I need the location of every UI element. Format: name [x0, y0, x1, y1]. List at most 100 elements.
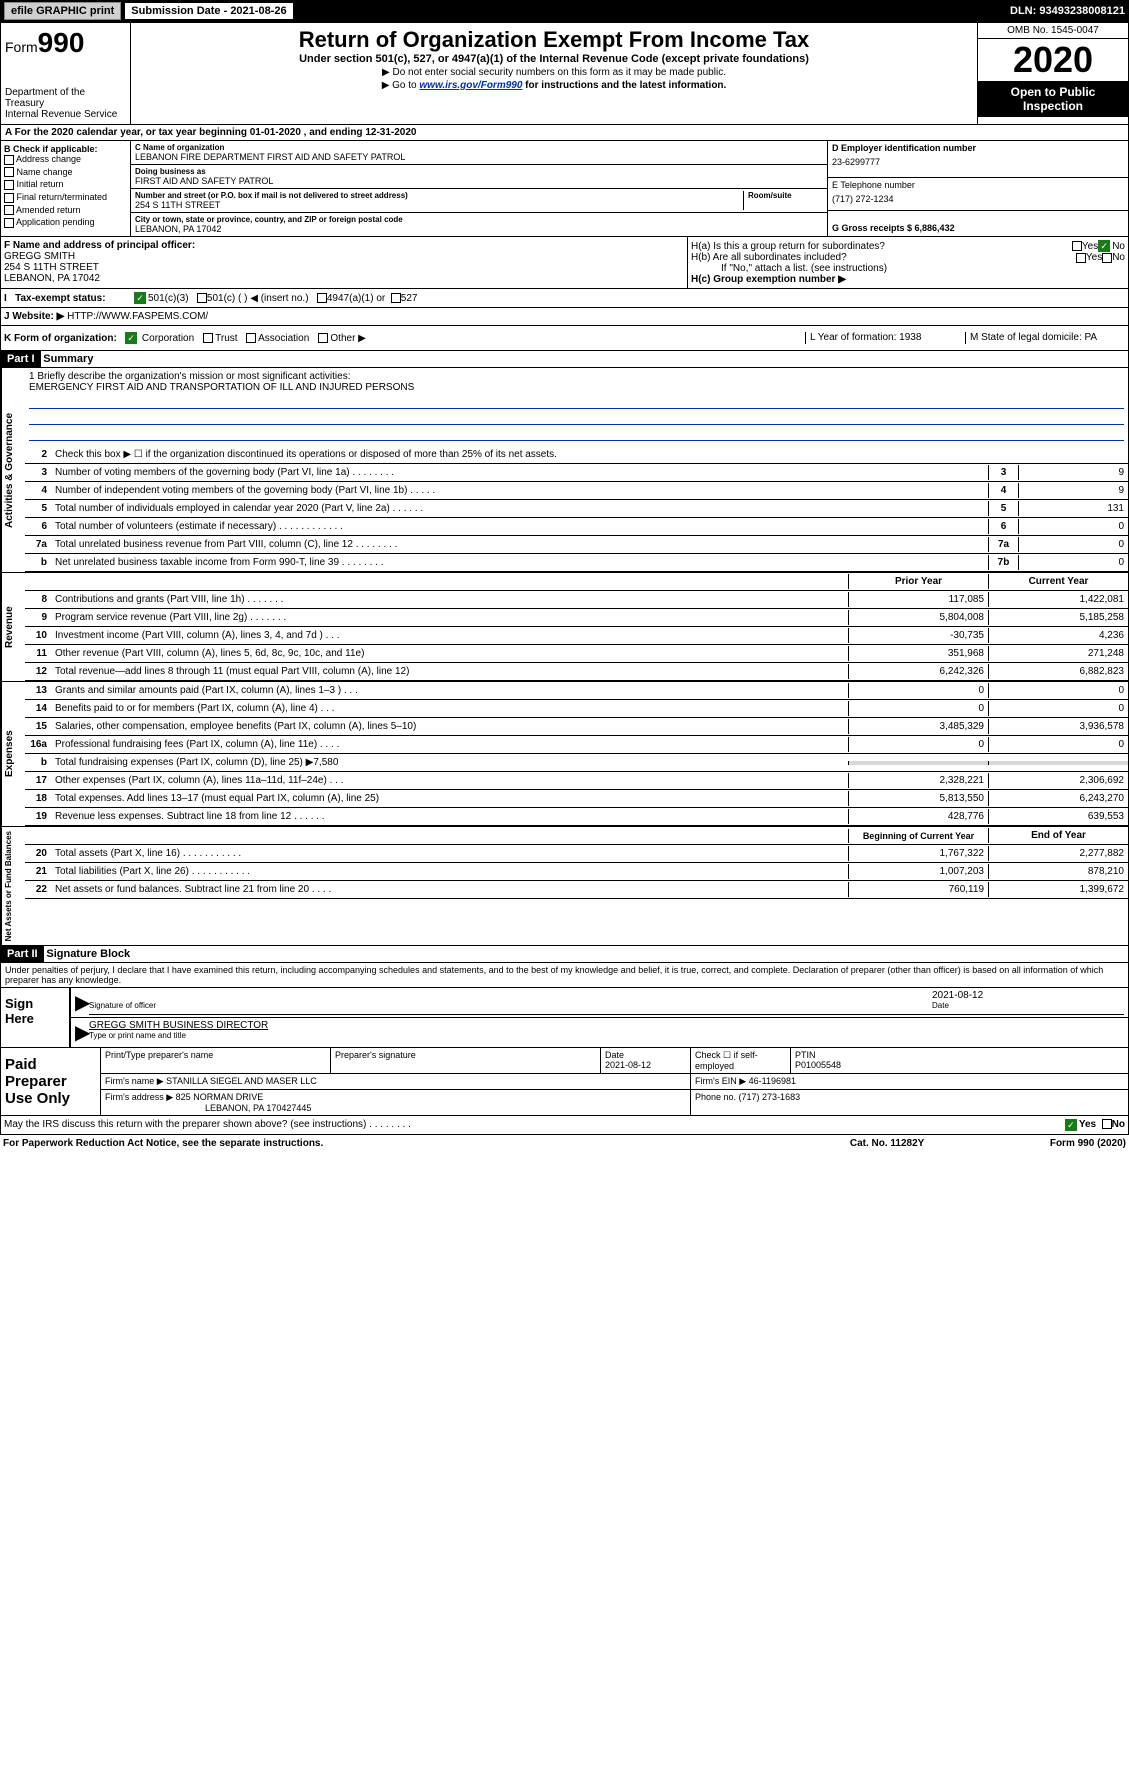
- line2: Check this box ▶ ☐ if the organization d…: [51, 447, 1128, 462]
- state-domicile: M State of legal domicile: PA: [965, 332, 1125, 344]
- phone-label: E Telephone number: [832, 180, 1124, 190]
- side-label-expenses: Expenses: [1, 682, 25, 826]
- firm-name: STANILLA SIEGEL AND MASER LLC: [166, 1076, 317, 1086]
- discuss-no-checkbox[interactable]: [1102, 1119, 1112, 1129]
- footer: For Paperwork Reduction Act Notice, see …: [0, 1135, 1129, 1152]
- line1-label: 1 Briefly describe the organization's mi…: [29, 371, 1124, 382]
- k-org-row: K Form of organization: ✓ Corporation Tr…: [0, 326, 1129, 351]
- discuss-text: May the IRS discuss this return with the…: [4, 1119, 1065, 1131]
- mission-text: EMERGENCY FIRST AID AND TRANSPORTATION O…: [29, 382, 1124, 393]
- submission-date: Submission Date - 2021-08-26: [125, 3, 292, 19]
- current-year-header: Current Year: [988, 574, 1128, 589]
- hb-yes-checkbox[interactable]: [1076, 253, 1086, 263]
- officer-label: F Name and address of principal officer:: [4, 240, 684, 251]
- summary-row: 7aTotal unrelated business revenue from …: [25, 536, 1128, 554]
- form-subtitle: Under section 501(c), 527, or 4947(a)(1)…: [135, 53, 973, 65]
- year-formation: L Year of formation: 1938: [805, 332, 965, 344]
- ha-label: H(a) Is this a group return for subordin…: [691, 241, 1072, 252]
- colb-item: Amended return: [4, 205, 127, 216]
- trust-checkbox[interactable]: [203, 333, 213, 343]
- part1-header: Part I Summary: [0, 351, 1129, 368]
- colb-checkbox[interactable]: [4, 218, 14, 228]
- gross-receipts: G Gross receipts $ 6,886,432: [832, 223, 1124, 233]
- prior-year-header: Prior Year: [848, 574, 988, 589]
- hb-label: H(b) Are all subordinates included?: [691, 252, 1076, 263]
- end-year-header: End of Year: [988, 828, 1128, 843]
- officer-addr1: 254 S 11TH STREET: [4, 262, 684, 273]
- 4947-checkbox[interactable]: [317, 293, 327, 303]
- 501c-checkbox[interactable]: [197, 293, 207, 303]
- summary-row: bNet unrelated business taxable income f…: [25, 554, 1128, 572]
- note-link: ▶ Go to www.irs.gov/Form990 for instruct…: [135, 80, 973, 91]
- org-name-label: C Name of organization: [135, 143, 823, 152]
- summary-row: 15Salaries, other compensation, employee…: [25, 718, 1128, 736]
- paperwork-notice: For Paperwork Reduction Act Notice, see …: [3, 1138, 850, 1149]
- hb-no-checkbox[interactable]: [1102, 253, 1112, 263]
- sign-arrow-icon: ▶: [75, 990, 89, 1015]
- colb-checkbox[interactable]: [4, 155, 14, 165]
- summary-row: 8Contributions and grants (Part VIII, li…: [25, 591, 1128, 609]
- 501c3-checkbox[interactable]: ✓: [134, 292, 146, 304]
- sig-date: 2021-08-12: [932, 990, 1124, 1001]
- omb-number: OMB No. 1545-0047: [978, 23, 1128, 39]
- summary-row: 21Total liabilities (Part X, line 26) . …: [25, 863, 1128, 881]
- activities-governance: Activities & Governance 1 Briefly descri…: [0, 368, 1129, 573]
- summary-row: 16aProfessional fundraising fees (Part I…: [25, 736, 1128, 754]
- ein: 23-6299777: [832, 153, 1124, 175]
- colb-checkbox[interactable]: [4, 167, 14, 177]
- sign-here-label: Sign Here: [1, 988, 71, 1047]
- penalties-text: Under penalties of perjury, I declare th…: [0, 963, 1129, 988]
- org-name: LEBANON FIRE DEPARTMENT FIRST AID AND SA…: [135, 152, 823, 162]
- firm-phone: Phone no. (717) 273-1683: [691, 1090, 1128, 1115]
- discuss-yes-checkbox[interactable]: ✓: [1065, 1119, 1077, 1131]
- tax-status-label: I Tax-exempt status:: [4, 293, 134, 304]
- hb-note: If "No," attach a list. (see instruction…: [691, 263, 1125, 274]
- phone: (717) 272-1234: [832, 190, 1124, 208]
- ha-no-checkbox[interactable]: ✓: [1098, 240, 1110, 252]
- summary-row: 13Grants and similar amounts paid (Part …: [25, 682, 1128, 700]
- colb-item: Name change: [4, 167, 127, 178]
- street-address: 254 S 11TH STREET: [135, 200, 743, 210]
- paid-preparer-section: Paid Preparer Use Only Print/Type prepar…: [0, 1048, 1129, 1116]
- website-url: HTTP://WWW.FASPEMS.COM/: [67, 311, 208, 322]
- col-b-label: B Check if applicable:: [4, 144, 127, 154]
- city-state-zip: LEBANON, PA 17042: [135, 224, 823, 234]
- firm-ein: Firm's EIN ▶ 46-1196981: [691, 1074, 1128, 1089]
- summary-row: 6Total number of volunteers (estimate if…: [25, 518, 1128, 536]
- other-checkbox[interactable]: [318, 333, 328, 343]
- expenses-section: Expenses 13Grants and similar amounts pa…: [0, 682, 1129, 827]
- colb-item: Final return/terminated: [4, 192, 127, 203]
- form-title: Return of Organization Exempt From Incom…: [135, 27, 973, 53]
- sig-date-label: Date: [932, 1001, 1124, 1010]
- efile-button[interactable]: efile GRAPHIC print: [4, 2, 121, 20]
- colb-checkbox[interactable]: [4, 193, 14, 203]
- corp-checkbox[interactable]: ✓: [125, 332, 137, 344]
- summary-row: 10Investment income (Part VIII, column (…: [25, 627, 1128, 645]
- sig-officer-label: Signature of officer: [89, 1001, 924, 1010]
- summary-row: 19Revenue less expenses. Subtract line 1…: [25, 808, 1128, 826]
- form-number: Form990: [5, 27, 126, 59]
- open-public-badge: Open to Public Inspection: [978, 81, 1128, 117]
- side-label-revenue: Revenue: [1, 573, 25, 681]
- ein-label: D Employer identification number: [832, 143, 1124, 153]
- summary-row: 17Other expenses (Part IX, column (A), l…: [25, 772, 1128, 790]
- form-ref: Form 990 (2020): [1050, 1138, 1126, 1149]
- officer-name-title: GREGG SMITH BUSINESS DIRECTOR: [89, 1020, 1124, 1031]
- website-row: J Website: ▶ HTTP://WWW.FASPEMS.COM/: [0, 308, 1129, 326]
- summary-row: 5Total number of individuals employed in…: [25, 500, 1128, 518]
- addr-label: Number and street (or P.O. box if mail i…: [135, 191, 743, 200]
- discuss-row: May the IRS discuss this return with the…: [0, 1116, 1129, 1135]
- revenue-section: Revenue Prior Year Current Year 8Contrib…: [0, 573, 1129, 682]
- irs-link[interactable]: www.irs.gov/Form990: [419, 80, 522, 91]
- summary-row: 22Net assets or fund balances. Subtract …: [25, 881, 1128, 899]
- colb-checkbox[interactable]: [4, 180, 14, 190]
- colb-checkbox[interactable]: [4, 205, 14, 215]
- ha-yes-checkbox[interactable]: [1072, 241, 1082, 251]
- assoc-checkbox[interactable]: [246, 333, 256, 343]
- 527-checkbox[interactable]: [391, 293, 401, 303]
- ptin: P01005548: [795, 1060, 1124, 1070]
- summary-row: 18Total expenses. Add lines 13–17 (must …: [25, 790, 1128, 808]
- sign-section: Sign Here ▶ Signature of officer 2021-08…: [0, 988, 1129, 1048]
- summary-row: 11Other revenue (Part VIII, column (A), …: [25, 645, 1128, 663]
- sign-arrow-icon: ▶: [75, 1020, 89, 1045]
